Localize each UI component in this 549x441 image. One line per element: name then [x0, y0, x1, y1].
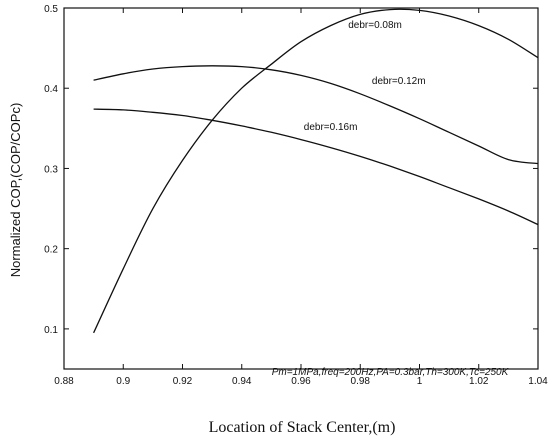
x-tick-label: 0.92 [173, 376, 193, 387]
series-labels: debr=0.08m debr=0.12m debr=0.16m [304, 20, 426, 133]
y-tick-label: 0.4 [44, 84, 58, 95]
series-label: debr=0.16m [304, 122, 358, 133]
y-axis-label: Normalized COP,(COP/COPc) [8, 103, 23, 278]
x-tick-label: 0.94 [232, 376, 252, 387]
x-axis-ticks: 0.88 0.9 0.92 0.94 0.96 0.98 1 1.02 1.04 [54, 8, 548, 387]
y-axis-ticks: 0.1 0.2 0.3 0.4 0.5 [44, 4, 538, 336]
parameter-annotation: Pm=1MPa,freq=200Hz,PA=0.3bar,Th=300K,Tc=… [272, 367, 510, 378]
plot-frame [63, 7, 539, 370]
x-axis-label: Location of Stack Center,(m) [209, 419, 396, 436]
x-tick-label: 1.04 [528, 376, 548, 387]
x-tick-label: 0.96 [291, 376, 311, 387]
series-label: debr=0.12m [372, 76, 426, 87]
y-tick-label: 0.2 [44, 245, 58, 256]
x-tick-label: 0.98 [351, 376, 371, 387]
y-tick-label: 0.5 [44, 4, 58, 15]
series-label: debr=0.08m [348, 20, 402, 31]
series-line-2 [93, 65, 539, 165]
x-tick-label: 0.9 [116, 376, 130, 387]
y-tick-label: 0.3 [44, 164, 58, 175]
y-tick-label: 0.1 [44, 325, 58, 336]
series-line-1 [93, 8, 539, 334]
x-tick-label: 0.88 [54, 376, 74, 387]
x-tick-label: 1 [417, 376, 423, 387]
series-line-3 [93, 108, 539, 226]
x-tick-label: 1.02 [469, 376, 489, 387]
series-lines [93, 8, 539, 334]
